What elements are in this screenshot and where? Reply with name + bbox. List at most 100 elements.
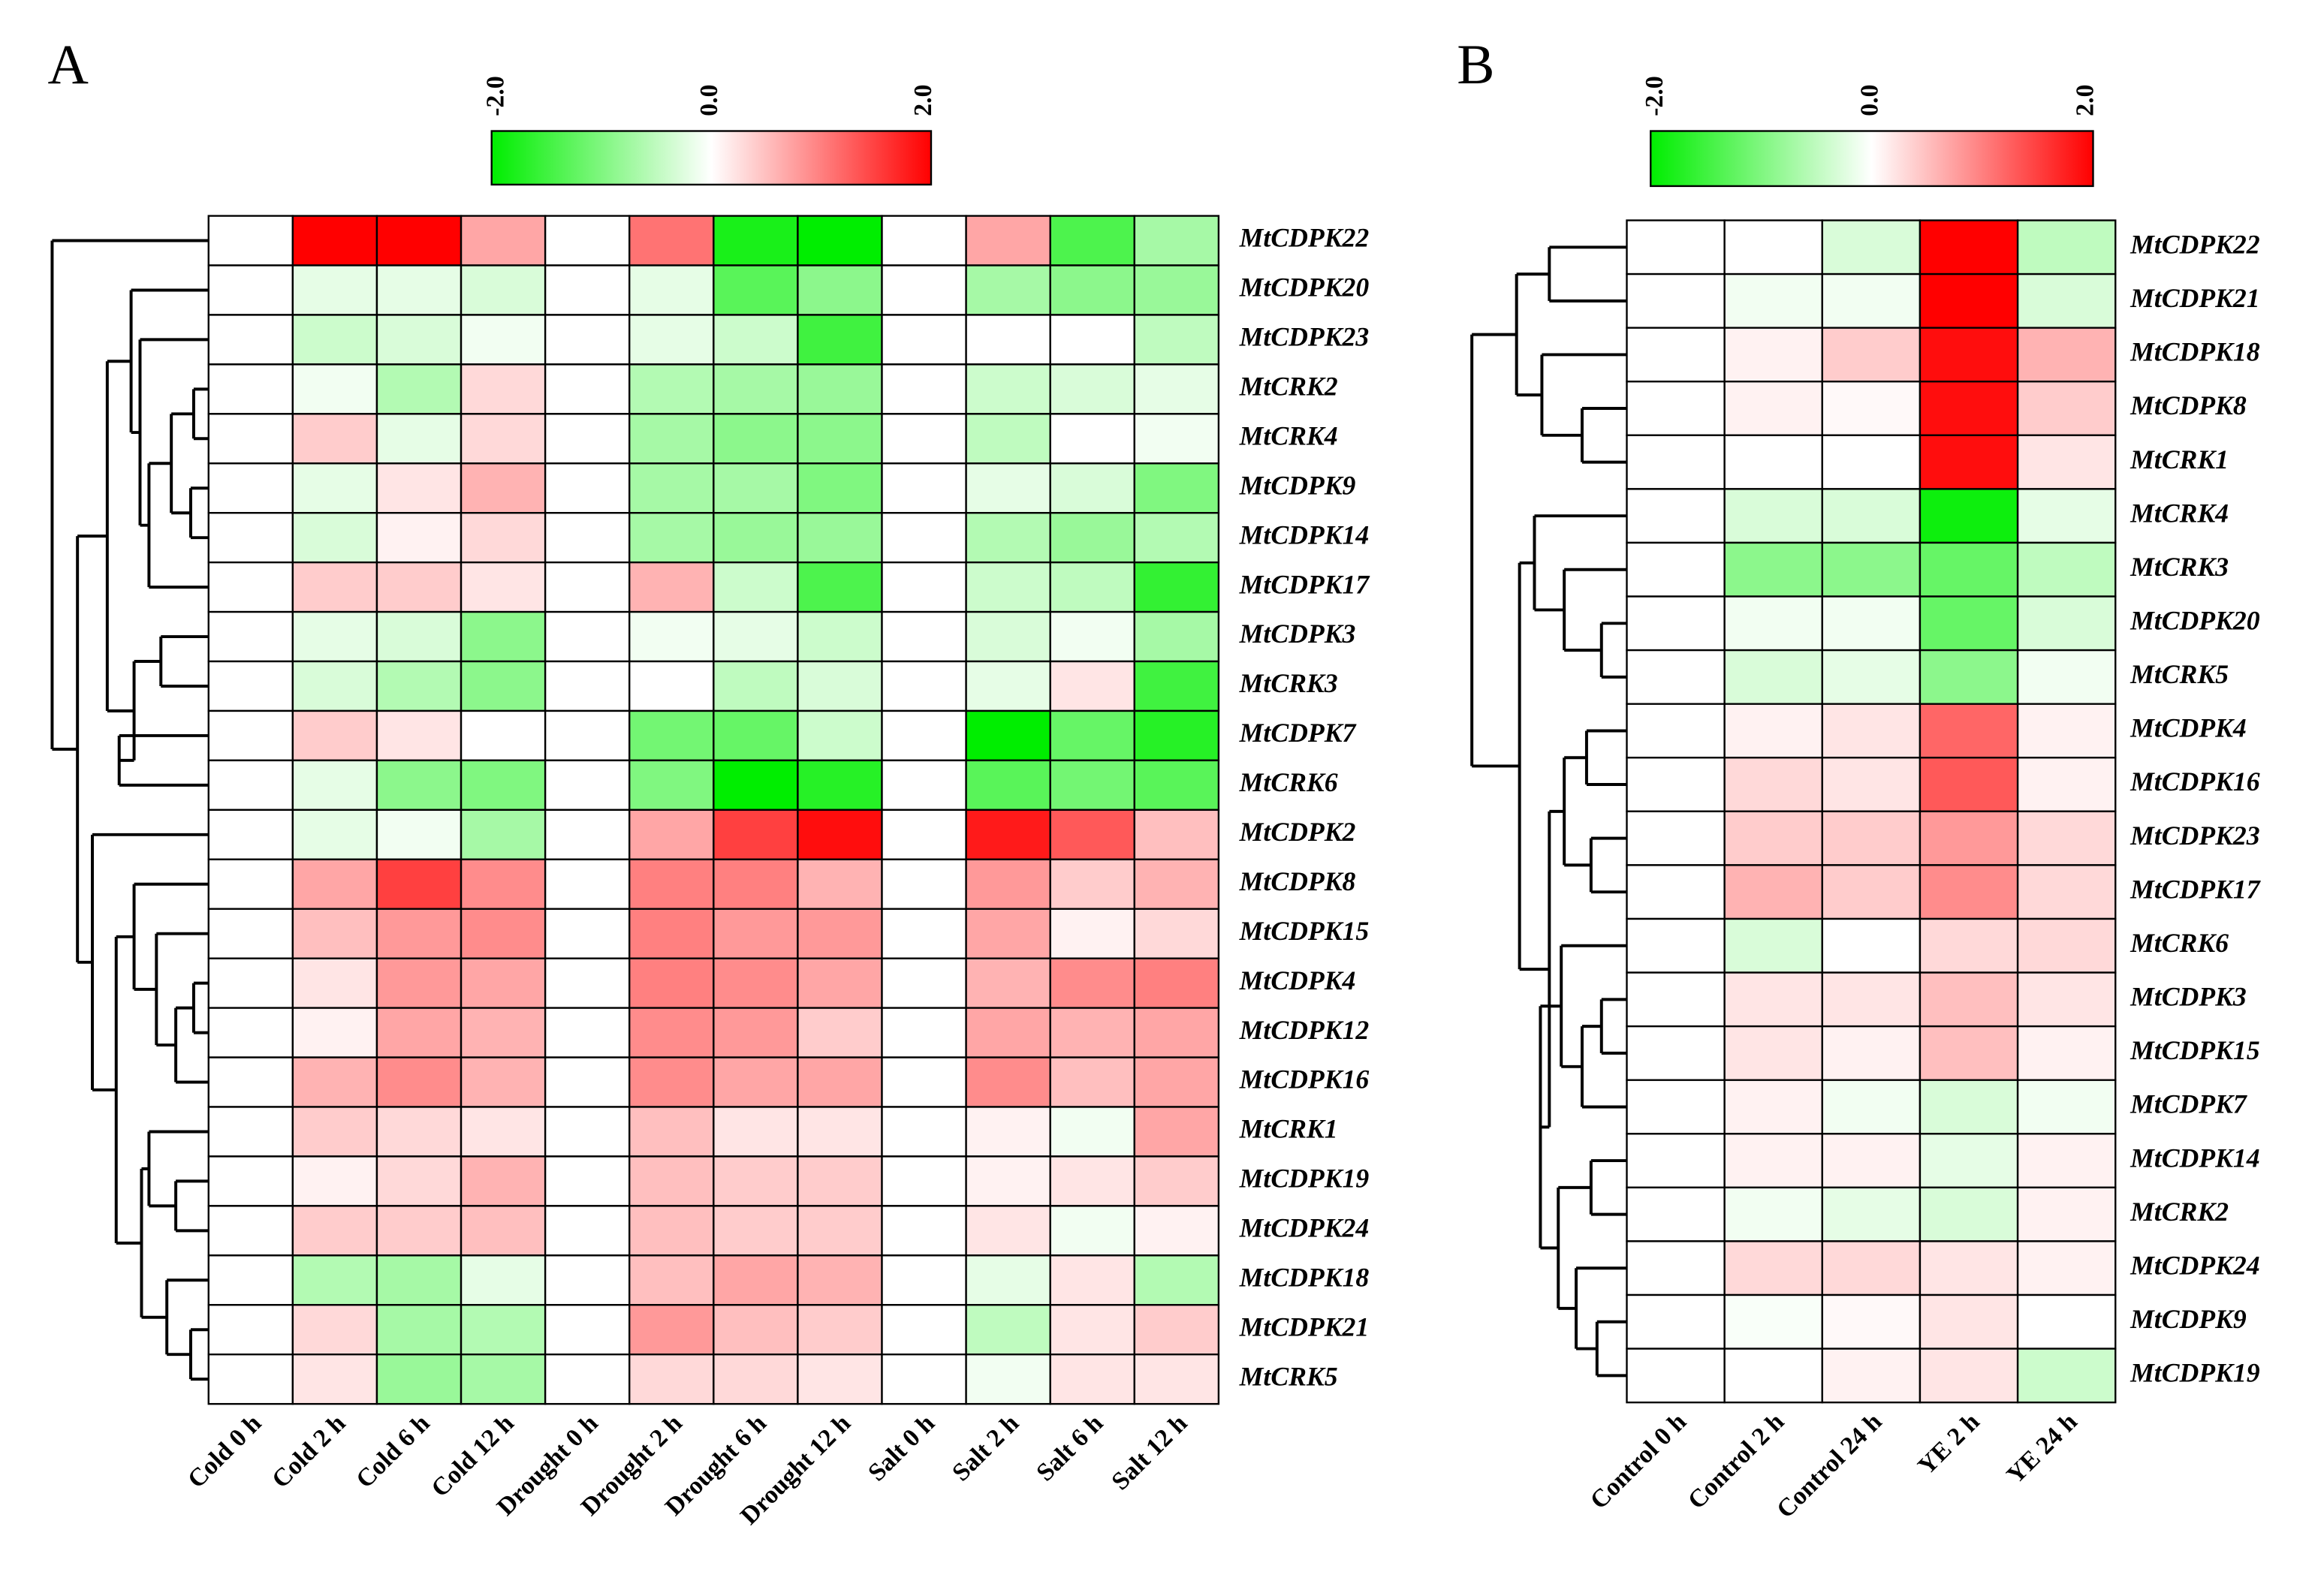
heatmap-cell — [1821, 917, 1922, 974]
row-label: MtCDPK18 — [2130, 337, 2260, 367]
heatmap-cell — [1049, 413, 1135, 465]
heatmap-cell — [1049, 660, 1135, 712]
column-label: Salt 6 h — [1031, 1409, 1108, 1486]
heatmap-cell — [797, 363, 883, 415]
heatmap-cell — [797, 462, 883, 514]
heatmap-cell — [1723, 434, 1823, 490]
heatmap-cell — [965, 610, 1051, 663]
heatmap-cell — [1723, 1293, 1823, 1350]
heatmap-cell — [713, 215, 799, 267]
heatmap-cell — [797, 215, 883, 267]
heatmap-cell — [207, 1155, 294, 1207]
column-label: Control 2 h — [1683, 1408, 1790, 1514]
heatmap-cell — [797, 709, 883, 762]
heatmap-cell — [544, 1205, 631, 1257]
colorbar-tick-label: -2.0 — [1641, 76, 1668, 116]
heatmap-cell — [291, 1155, 378, 1207]
heatmap-cell — [1919, 273, 2019, 329]
heatmap-cell — [1626, 757, 1726, 813]
heatmap-cell — [544, 314, 631, 366]
row-label: MtCDPK23 — [2130, 821, 2260, 851]
heatmap-cell — [1049, 264, 1135, 316]
heatmap-cell — [291, 1254, 378, 1306]
heatmap-cell — [1919, 757, 2019, 813]
heatmap-cell — [881, 1007, 967, 1058]
heatmap-cell — [881, 314, 967, 366]
heatmap-cell — [713, 1354, 799, 1405]
colorbar-tick-label: 0.0 — [1856, 85, 1884, 116]
row-label: MtCDPK19 — [2130, 1358, 2260, 1388]
heatmap-cell — [1821, 1240, 1922, 1296]
row-label: MtCDPK15 — [2130, 1035, 2260, 1065]
heatmap-cell — [1133, 957, 1220, 1009]
row-label: MtCDPK15 — [1239, 916, 1370, 946]
heatmap-cell — [1821, 219, 1922, 276]
heatmap-cell — [460, 610, 547, 663]
heatmap-cell — [628, 1205, 715, 1257]
heatmap-cell — [375, 809, 463, 860]
heatmap-cell — [628, 512, 715, 564]
heatmap-cell — [375, 1155, 463, 1207]
heatmap-cell — [881, 413, 967, 465]
heatmap-cell — [207, 709, 294, 762]
heatmap-cell — [713, 462, 799, 514]
heatmap-cell — [1919, 381, 2019, 436]
heatmap-cell — [1821, 273, 1922, 329]
heatmap-cell — [544, 264, 631, 316]
panel-label: B — [1457, 34, 1494, 96]
column-label: Cold 6 h — [351, 1409, 435, 1493]
heatmap-cell — [965, 957, 1051, 1009]
heatmap-cell — [1133, 264, 1220, 316]
heatmap-cell — [1626, 381, 1726, 436]
row-label: MtCDPK7 — [1239, 718, 1358, 748]
heatmap-cell — [460, 908, 547, 959]
row-label: MtCDPK16 — [2130, 766, 2260, 796]
heatmap-cell — [965, 363, 1051, 415]
heatmap-cell — [1133, 858, 1220, 910]
heatmap-cell — [1821, 541, 1922, 598]
heatmap-cell — [713, 908, 799, 959]
heatmap-cell — [881, 858, 967, 910]
heatmap-cell — [881, 1205, 967, 1257]
heatmap-cell — [460, 215, 547, 267]
heatmap-cell — [965, 809, 1051, 860]
row-label: MtCDPK8 — [2130, 390, 2247, 420]
heatmap-cell — [1723, 1186, 1823, 1242]
heatmap-cell — [1821, 1079, 1922, 1135]
heatmap-cell — [965, 858, 1051, 910]
row-label: MtCDPK4 — [2130, 713, 2247, 743]
heatmap-cell — [713, 264, 799, 316]
column-label: YE 2 h — [1913, 1408, 1985, 1480]
heatmap-cell — [1821, 1025, 1922, 1081]
heatmap-cell — [2016, 971, 2117, 1028]
heatmap-cell — [1919, 917, 2019, 974]
heatmap-cell — [965, 1106, 1051, 1158]
column-label: Cold 2 h — [267, 1409, 351, 1493]
heatmap-cell — [1821, 864, 1922, 920]
heatmap-cell — [460, 264, 547, 316]
heatmap-cell — [1723, 1348, 1823, 1404]
heatmap-cell — [1626, 327, 1726, 383]
heatmap-cell — [965, 413, 1051, 465]
heatmap-cell — [881, 759, 967, 812]
heatmap-cell — [1133, 561, 1220, 613]
heatmap-cell — [291, 215, 378, 267]
heatmap-cell — [1723, 1025, 1823, 1081]
heatmap-cell — [713, 1106, 799, 1158]
heatmap-cell — [1723, 1240, 1823, 1296]
heatmap-cell — [1821, 327, 1922, 383]
heatmap-cell — [1723, 810, 1823, 866]
heatmap-cell — [291, 957, 378, 1009]
heatmap-cell — [544, 957, 631, 1009]
heatmap-cell — [1133, 413, 1220, 465]
heatmap-cell — [628, 660, 715, 712]
heatmap-cell — [1821, 1186, 1922, 1242]
heatmap-cell — [291, 264, 378, 316]
heatmap-cell — [1133, 1056, 1220, 1108]
heatmap-cell — [881, 264, 967, 316]
heatmap-cell — [881, 1155, 967, 1207]
heatmap-cell — [1821, 488, 1922, 544]
heatmap-cell — [460, 1106, 547, 1158]
heatmap-cell — [628, 957, 715, 1009]
heatmap-cell — [1723, 273, 1823, 329]
